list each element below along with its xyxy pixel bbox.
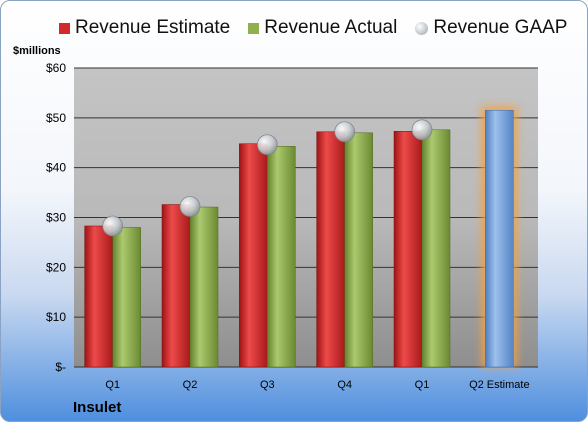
x-tick-label: Q1 [105, 379, 120, 391]
bar-estimate [161, 204, 191, 368]
y-tick-label: $- [55, 360, 66, 374]
legend-label-estimate: Revenue Estimate [75, 17, 231, 38]
marker-gaap [334, 121, 356, 143]
company-label: Insulet [73, 399, 122, 416]
y-tick-label: $10 [46, 310, 66, 324]
bar-estimate [239, 143, 268, 368]
gridlines [74, 67, 538, 368]
bar-estimate [393, 131, 423, 368]
legend-item-gaap: Revenue GAAP [415, 17, 567, 39]
y-tick-label: $60 [46, 61, 66, 75]
legend-swatch-gaap [415, 21, 429, 35]
bar-estimate [84, 225, 113, 368]
marker-gaap [102, 215, 124, 237]
bar-actual [344, 132, 373, 368]
legend-item-estimate: Revenue Estimate [59, 17, 230, 39]
bar-estimate [316, 131, 345, 368]
y-axis-ticks: $- $10 $20 $30 $40 $50 $60 [46, 61, 66, 374]
x-tick-label: Q1 [415, 379, 430, 391]
y-tick-label: $20 [46, 260, 66, 274]
x-axis-ticks: Q1 Q2 Q3 Q4 Q1 Q2 Estimate [105, 379, 529, 391]
bar-projected-estimate [485, 110, 514, 368]
marker-gaap [411, 119, 433, 141]
y-tick-label: $30 [46, 211, 66, 225]
bar-actual [421, 129, 451, 368]
bar-actual [112, 227, 141, 368]
x-tick-label: Q2 Estimate [469, 379, 530, 391]
marker-gaap [179, 196, 201, 217]
y-tick-label: $50 [46, 111, 66, 125]
legend-swatch-estimate [59, 22, 70, 34]
bar-actual [267, 145, 296, 368]
bars [84, 106, 518, 368]
legend-swatch-actual [248, 22, 260, 34]
legend-item-actual: Revenue Actual [248, 17, 397, 39]
legend: Revenue Estimate Revenue Actual Revenue … [59, 17, 567, 39]
x-tick-label: Q4 [337, 379, 352, 391]
legend-label-actual: Revenue Actual [264, 17, 398, 38]
bar-actual [189, 206, 219, 368]
unit-label: $millions [13, 45, 61, 57]
x-tick-label: Q2 [183, 379, 198, 391]
x-tick-label: Q3 [260, 379, 275, 391]
legend-label-gaap: Revenue GAAP [433, 17, 568, 38]
marker-gaap [256, 134, 278, 156]
y-tick-label: $40 [46, 161, 66, 175]
